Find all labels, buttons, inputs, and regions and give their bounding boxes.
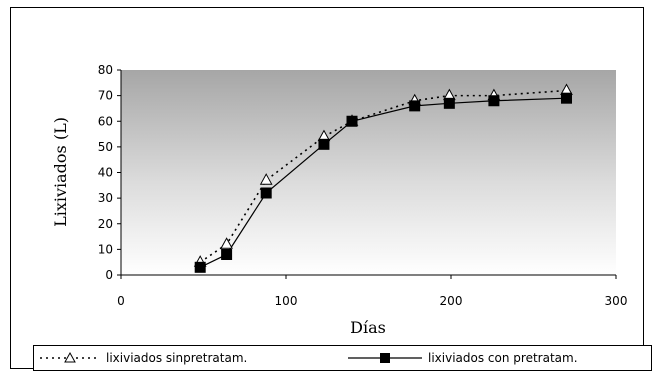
data-point-square [346,115,358,127]
y-tick-label: 70 [98,89,113,103]
x-tick-label: 0 [117,294,125,308]
y-axis: 0 10 20 30 40 50 60 70 80 [98,63,122,282]
data-point-square [318,138,330,150]
legend-label: lixiviados con pretratam. [428,351,578,365]
data-point-square [260,187,272,199]
y-tick-label: 50 [98,140,113,154]
data-point-triangle [259,173,273,185]
legend: lixiviados sinpretratam. lixiviados con … [33,345,652,371]
y-tick-label: 60 [98,114,113,128]
y-tick-label: 40 [98,166,113,180]
legend-label: lixiviados sinpretratam. [106,351,248,365]
x-tick-label: 300 [605,294,628,308]
data-point-square [443,97,455,109]
data-point-square [194,261,206,273]
y-tick-label: 80 [98,63,113,77]
legend-swatch-triangle-dotted [40,351,100,363]
y-axis-title: Lixiviados (L) [51,117,70,227]
legend-entry-con-pretratam: lixiviados con pretratam. [346,346,578,370]
x-tick-label: 200 [440,294,463,308]
data-point-square [409,100,421,112]
legend-swatch-square-solid [348,353,422,363]
x-axis-title: Días [350,318,386,337]
y-tick-label: 30 [98,191,113,205]
data-point-square [221,249,233,260]
y-tick-label: 20 [98,217,113,231]
series-layer [193,83,573,273]
data-point-triangle [220,237,233,249]
plot-area [121,70,616,275]
x-axis: 0 100 200 300 [117,274,628,308]
data-point-square [561,92,572,104]
y-tick-label: 10 [98,242,113,256]
x-tick-label: 100 [275,294,298,308]
data-point-square [488,95,500,107]
y-tick-label: 0 [105,268,113,282]
legend-entry-sin-pretratam: lixiviados sinpretratam. [38,346,247,370]
